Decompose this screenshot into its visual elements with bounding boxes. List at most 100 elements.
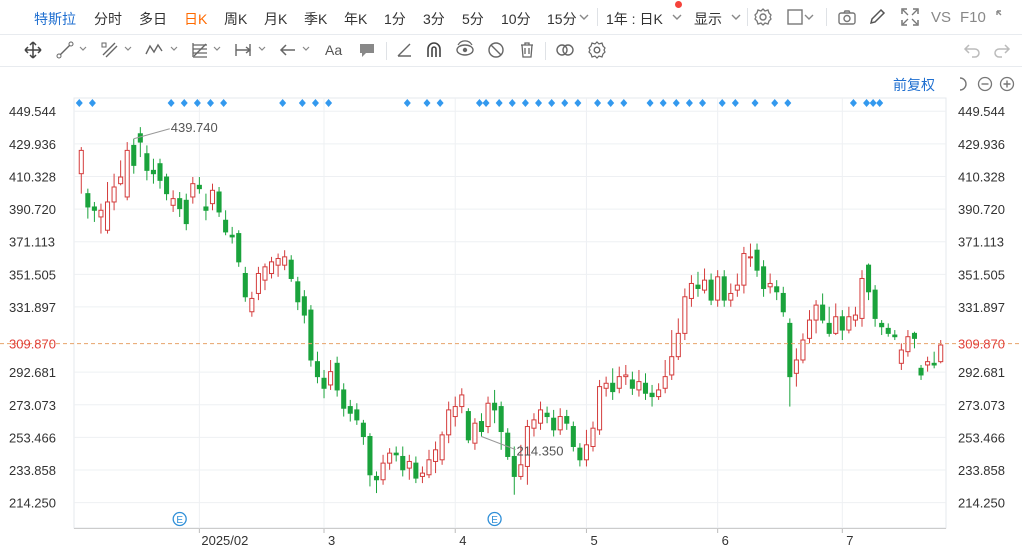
period-tab-monthly[interactable]: 月K bbox=[264, 11, 288, 27]
display-menu[interactable]: 显示 bbox=[694, 11, 722, 27]
candle-body bbox=[872, 289, 878, 319]
period-tab-1min[interactable]: 1分 bbox=[384, 11, 406, 27]
f10-button[interactable]: F10 bbox=[960, 9, 986, 26]
chevron-down-icon[interactable] bbox=[672, 12, 682, 22]
trash-icon[interactable] bbox=[517, 40, 537, 60]
candle-body bbox=[91, 206, 97, 211]
link-icon[interactable] bbox=[555, 40, 575, 60]
notification-dot bbox=[675, 1, 682, 8]
period-tab-weekly[interactable]: 周K bbox=[224, 11, 248, 27]
candle-body bbox=[688, 282, 694, 299]
redo-icon[interactable] bbox=[992, 40, 1012, 60]
arrow-tool-icon[interactable] bbox=[278, 40, 298, 60]
event-marker-diamond bbox=[521, 99, 529, 107]
expand-icon[interactable] bbox=[996, 10, 1010, 24]
wave-tool-icon[interactable] bbox=[144, 40, 164, 60]
period-tab-quarterly[interactable]: 季K bbox=[304, 11, 328, 27]
candle-body bbox=[282, 256, 288, 266]
candle-body bbox=[295, 281, 301, 303]
channel-tool-icon[interactable] bbox=[100, 40, 120, 60]
candle-body bbox=[387, 452, 393, 464]
chevron-down-icon[interactable] bbox=[124, 45, 132, 53]
candle-body bbox=[583, 444, 589, 461]
top-bar: 特斯拉 分时 多日 日K 周K 月K 季K 年K 1分 3分 5分 10分 15… bbox=[0, 0, 1022, 35]
candle-body bbox=[518, 464, 524, 477]
candle-body bbox=[682, 296, 688, 334]
candle-body bbox=[721, 276, 727, 301]
candle-body bbox=[734, 284, 740, 291]
chevron-down-icon[interactable] bbox=[170, 45, 178, 53]
candle-body bbox=[137, 133, 143, 143]
eye-icon[interactable] bbox=[455, 40, 475, 60]
magnet-icon[interactable] bbox=[424, 40, 444, 60]
chevron-down-icon[interactable] bbox=[258, 45, 266, 53]
text-tool-icon[interactable]: Aa bbox=[324, 40, 344, 60]
hide-icon[interactable] bbox=[486, 40, 506, 60]
candle-body bbox=[393, 452, 399, 456]
event-marker-diamond bbox=[475, 99, 483, 107]
y-tick-label-right: 351.505 bbox=[958, 267, 1005, 282]
period-tab-15min[interactable]: 15分 bbox=[547, 11, 577, 27]
chevron-down-icon[interactable] bbox=[213, 45, 221, 53]
candle-body bbox=[426, 459, 432, 476]
fib-tool-icon[interactable] bbox=[190, 40, 210, 60]
chevron-down-icon[interactable] bbox=[579, 12, 589, 22]
period-tab-3min[interactable]: 3分 bbox=[423, 11, 445, 27]
zoom-out-icon[interactable] bbox=[977, 76, 993, 92]
period-tab-daily[interactable]: 日K bbox=[184, 11, 208, 27]
compare-button[interactable]: VS bbox=[931, 9, 952, 26]
pencil-icon[interactable] bbox=[866, 6, 888, 28]
event-marker-diamond bbox=[646, 99, 654, 107]
candle-body bbox=[242, 272, 248, 298]
candle-body bbox=[747, 256, 753, 259]
x-tick-label: 2025/02 bbox=[201, 533, 248, 548]
candle-body bbox=[623, 374, 629, 378]
event-marker-diamond bbox=[403, 99, 411, 107]
candle-body bbox=[465, 411, 471, 441]
period-tab-multiday[interactable]: 多日 bbox=[139, 11, 167, 27]
move-icon[interactable] bbox=[23, 40, 43, 60]
chevron-down-icon[interactable] bbox=[302, 45, 310, 53]
event-marker-diamond bbox=[771, 99, 779, 107]
candle-body bbox=[85, 193, 91, 208]
event-marker-diamond bbox=[220, 99, 228, 107]
candle-body bbox=[164, 176, 170, 195]
settings-icon[interactable] bbox=[587, 40, 607, 60]
candle-body bbox=[898, 349, 904, 364]
candle-body bbox=[400, 455, 406, 471]
candle-body bbox=[308, 309, 314, 361]
symbol-name[interactable]: 特斯拉 bbox=[34, 11, 76, 27]
gear-icon[interactable] bbox=[752, 6, 774, 28]
event-marker-diamond bbox=[548, 99, 556, 107]
camera-icon[interactable] bbox=[836, 6, 858, 28]
candle-body bbox=[826, 322, 832, 334]
adjust-mode-label[interactable]: 前复权 bbox=[893, 77, 935, 93]
undo-icon[interactable] bbox=[962, 40, 982, 60]
fullscreen-icon[interactable] bbox=[899, 6, 921, 28]
period-tab-10min[interactable]: 10分 bbox=[501, 11, 531, 27]
candle-body bbox=[616, 376, 622, 389]
period-tab-5min[interactable]: 5分 bbox=[462, 11, 484, 27]
range-selector[interactable]: 1年 : 日K bbox=[606, 11, 663, 27]
y-tick-label-left: 390.720 bbox=[9, 202, 56, 217]
zoom-in-icon[interactable] bbox=[999, 76, 1015, 92]
candle-body bbox=[150, 169, 156, 175]
y-tick-label-left: 273.073 bbox=[9, 398, 56, 413]
chevron-down-icon[interactable] bbox=[79, 45, 87, 53]
period-tab-intraday[interactable]: 分时 bbox=[94, 11, 122, 27]
ruler-icon[interactable] bbox=[394, 40, 414, 60]
candle-body bbox=[793, 359, 799, 374]
event-marker-diamond bbox=[876, 99, 884, 107]
line-tool-icon[interactable] bbox=[55, 40, 75, 60]
event-marker-diamond bbox=[849, 99, 857, 107]
candle-body bbox=[846, 316, 852, 331]
period-tab-yearly[interactable]: 年K bbox=[344, 11, 368, 27]
comment-icon[interactable] bbox=[357, 40, 377, 60]
chevron-down-icon[interactable] bbox=[731, 12, 741, 22]
reset-icon[interactable] bbox=[955, 76, 971, 92]
measure-tool-icon[interactable] bbox=[233, 40, 253, 60]
square-icon[interactable] bbox=[785, 6, 807, 28]
chevron-down-icon[interactable] bbox=[804, 12, 814, 22]
candle-body bbox=[354, 409, 360, 421]
